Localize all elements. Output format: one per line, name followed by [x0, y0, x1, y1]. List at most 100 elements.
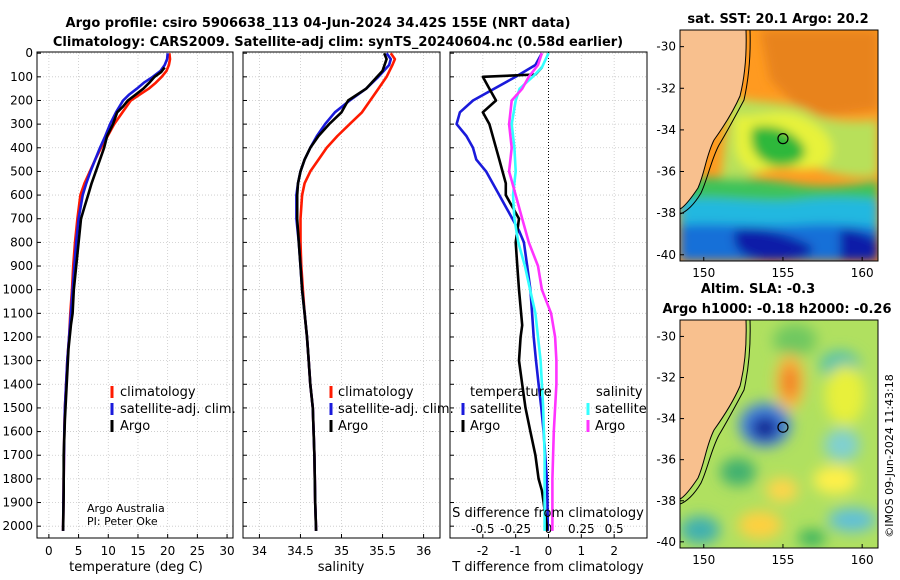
sst-map-frame [679, 29, 879, 262]
legend-label-argo: Argo [120, 419, 150, 434]
series-line-salinity-argo [507, 52, 558, 531]
x-tick-label: 0 [545, 544, 553, 558]
map-y-tick-label: -38 [656, 206, 676, 220]
x-tick-label: 5 [75, 544, 83, 558]
sla-map-argo-position [777, 421, 789, 433]
legend-label-t-satellite: satellite [470, 402, 522, 417]
y-tick-label: 400 [10, 141, 33, 155]
x-tick-label: 34 [252, 544, 267, 558]
map-x-tick-label: 155 [772, 266, 795, 280]
y-tick-label: 0 [25, 46, 33, 60]
y-tick-label: 200 [10, 93, 33, 107]
series-line-argo [61, 66, 166, 531]
series-line-temperature-argo [481, 66, 549, 531]
chart-title-line1: Argo profile: csiro 5906638_113 04-Jun-2… [66, 16, 571, 31]
sla-map-title-line2: Argo h1000: -0.18 h2000: -0.26 [662, 302, 891, 317]
axes-frame [36, 51, 234, 539]
legend-title-temperature: temperature [470, 385, 552, 400]
x-axis-label-tdiff: T difference from climatology [451, 560, 644, 575]
legend-label-s-satellite: satellite [595, 402, 647, 417]
map-y-tick-label: -38 [656, 494, 676, 508]
y-tick-label: 1800 [2, 472, 33, 486]
y-tick-label: 100 [10, 70, 33, 84]
map-x-tick-label: 150 [692, 553, 715, 567]
x2-tick-label: -0.25 [500, 522, 531, 536]
series-line-climatology [61, 53, 172, 531]
y-tick-label: 1600 [2, 425, 33, 439]
x2-tick-label: 0.25 [568, 522, 595, 536]
sst-map-title: sat. SST: 20.1 Argo: 20.2 [687, 12, 868, 27]
x-tick-label: 10 [101, 544, 116, 558]
watermark: ©IMOS 09-Jun-2024 11:43:18 [883, 374, 896, 538]
y-tick-label: 1300 [2, 354, 33, 368]
legend-title-salinity: salinity [596, 385, 643, 400]
legend-label-s-argo: Argo [595, 419, 625, 434]
credit-line2: PI: Peter Oke [87, 515, 158, 528]
x2-tick-label: 0.5 [605, 522, 624, 536]
map-y-tick-label: -40 [656, 248, 676, 262]
x-tick-label: -1 [510, 544, 522, 558]
map-y-tick-label: -32 [656, 81, 676, 95]
legend-difference-panel: temperature satellite Argo salinity sate… [461, 385, 647, 434]
x-axis-label-sdiff: S difference from climatology [452, 506, 644, 521]
axes-frame [449, 51, 648, 539]
x-tick-label: 35.5 [369, 544, 396, 558]
legend-label-climatology: climatology [120, 385, 196, 400]
legend-label-satellite-adj-2: satellite-adj. clim. [338, 402, 454, 417]
y-tick-label: 1700 [2, 448, 33, 462]
map-x-tick-label: 155 [772, 553, 795, 567]
map-y-tick-label: -30 [656, 329, 676, 343]
salinity-panel: 34 34.5 35 35.5 36 [242, 51, 441, 558]
x-tick-label: 34.5 [287, 544, 314, 558]
x-tick-label: 0 [45, 544, 53, 558]
map-y-tick-label: -36 [656, 165, 676, 179]
series-line-temperature-satellite [455, 52, 550, 531]
y-tick-label: 1200 [2, 330, 33, 344]
legend-label-t-argo: Argo [470, 419, 500, 434]
map-y-tick-label: -36 [656, 453, 676, 467]
y-tick-label: 1400 [2, 377, 33, 391]
temperature-panel: 0100200300400500600700800900100011001200… [2, 46, 234, 558]
sla-map-frame [679, 319, 879, 549]
sla-map [680, 320, 878, 548]
x-axis-label-temperature: temperature (deg C) [69, 560, 203, 575]
axes-frame [242, 51, 441, 539]
sst-map [680, 30, 878, 261]
x-tick-label: -2 [477, 544, 489, 558]
x-axis-label-salinity: salinity [318, 560, 365, 575]
y-tick-label: 900 [10, 259, 33, 273]
y-tick-label: 800 [10, 235, 33, 249]
map-x-tick-label: 160 [851, 553, 874, 567]
chart-title-line2: Climatology: CARS2009. Satellite-adj cli… [53, 35, 623, 50]
x-tick-label: 15 [130, 544, 145, 558]
x-tick-label: 35 [334, 544, 349, 558]
sst-map-ticks: 150 155 160 -30 -32 -34 -36 -38 -40 [656, 40, 873, 280]
series-line-argo [295, 52, 388, 531]
y-tick-label: 500 [10, 164, 33, 178]
x-tick-label: 36 [416, 544, 431, 558]
map-y-tick-label: -30 [656, 40, 676, 54]
legend-salinity-panel: climatology satellite-adj. clim. Argo [329, 385, 454, 434]
y-tick-label: 700 [10, 212, 33, 226]
sst-map-argo-position [777, 133, 789, 145]
legend-temperature-panel: climatology satellite-adj. clim. Argo [110, 385, 236, 434]
y-tick-label: 1000 [2, 283, 33, 297]
series-line-satellite-adj-clim- [295, 52, 393, 531]
x2-tick-label: -0.5 [471, 522, 494, 536]
legend-label-satellite-adj: satellite-adj. clim. [120, 402, 236, 417]
map-y-tick-label: -34 [656, 123, 676, 137]
x-tick-label: 20 [160, 544, 175, 558]
legend-label-argo-2: Argo [338, 419, 368, 434]
map-y-tick-label: -40 [656, 535, 676, 549]
y-tick-label: 1500 [2, 401, 33, 415]
x-tick-label: 1 [578, 544, 586, 558]
y-tick-label: 1100 [2, 306, 33, 320]
legend-label-climatology-2: climatology [338, 385, 414, 400]
y-tick-label: 2000 [2, 519, 33, 533]
x-tick-label: 30 [219, 544, 234, 558]
x-tick-label: 25 [190, 544, 205, 558]
sla-map-ticks: 150 155 160 -30 -32 -34 -36 -38 -40 [656, 329, 873, 567]
map-x-tick-label: 150 [692, 266, 715, 280]
y-tick-label: 300 [10, 117, 33, 131]
